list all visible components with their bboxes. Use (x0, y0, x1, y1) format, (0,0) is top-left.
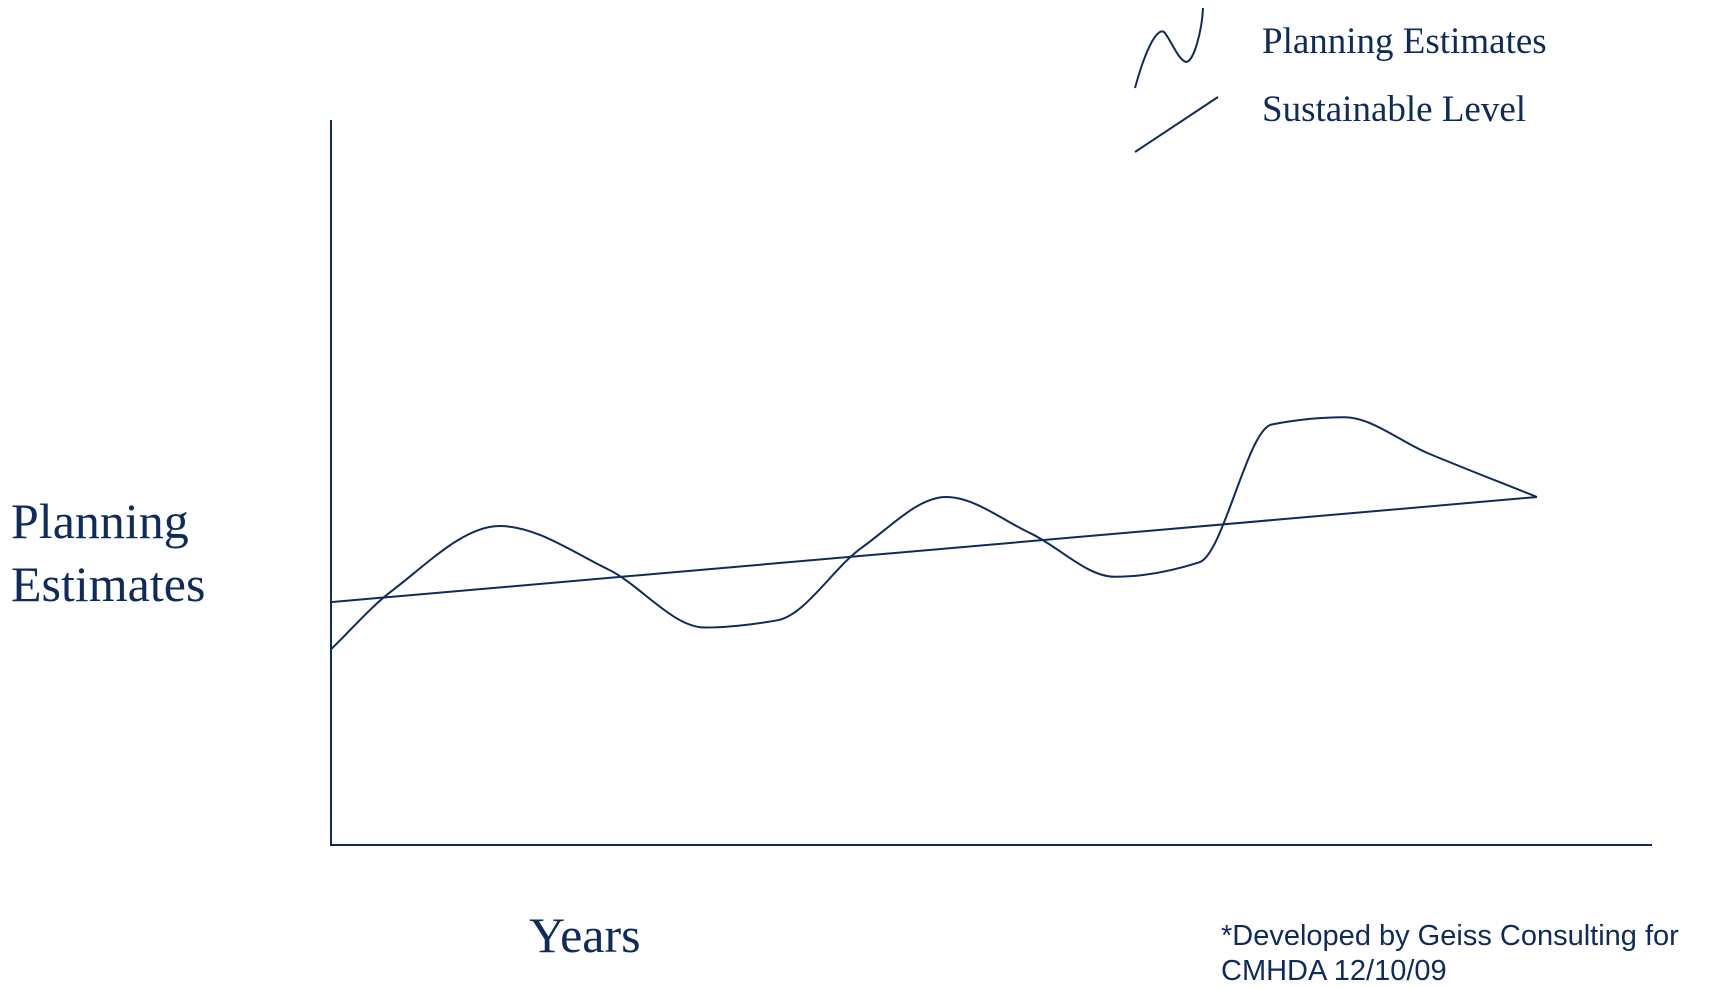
straight-line-icon (1134, 96, 1219, 153)
x-axis-label: Years (529, 907, 641, 963)
wavy-line-icon (1134, 7, 1204, 89)
footnote-line-1: *Developed by Geiss Consulting for (1221, 920, 1679, 952)
series-line-sustainable-level (330, 496, 1538, 604)
series-line-planning-estimates (330, 416, 1538, 651)
y-axis-label: Planning Estimates (11, 493, 206, 612)
footnote-line-2: CMHDA 12/10/09 (1221, 955, 1447, 987)
axes (330, 120, 1652, 846)
legend (1134, 7, 1219, 153)
legend-label-sustainable-level: Sustainable Level (1262, 89, 1527, 130)
footnote: *Developed by Geiss Consulting for CMHDA… (1221, 919, 1731, 989)
legend-label-planning-estimates: Planning Estimates (1262, 21, 1547, 62)
series-layer (330, 416, 1538, 651)
